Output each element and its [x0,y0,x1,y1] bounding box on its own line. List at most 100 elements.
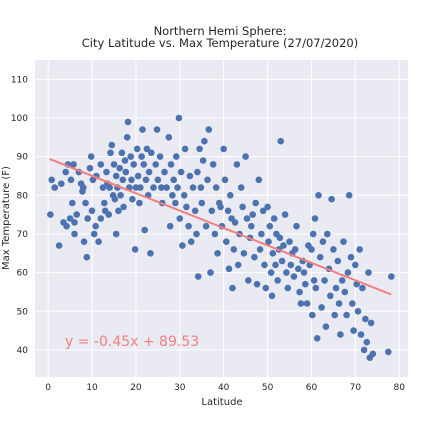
y-tick-label-7: 110 [11,75,28,85]
data-point-91 [167,161,175,168]
data-point-216 [338,277,346,284]
data-point-233 [363,338,371,346]
x-tick-label-1: 10 [86,383,98,393]
data-point-23 [84,215,91,222]
data-point-219 [343,311,350,319]
data-point-174 [280,242,287,249]
data-point-188 [300,269,308,276]
data-point-13 [71,219,78,226]
data-point-200 [315,192,322,199]
data-point-3 [55,242,63,249]
data-point-171 [276,234,284,242]
data-point-204 [321,277,328,284]
data-point-20 [80,238,88,245]
data-point-12 [70,161,77,168]
data-point-131 [223,238,230,245]
data-point-118 [204,176,211,184]
data-point-213 [334,257,342,265]
data-point-74 [142,176,150,184]
y-tick-label-2: 60 [17,269,29,279]
data-point-88 [163,184,170,191]
data-point-137 [230,246,238,253]
data-point-173 [278,257,286,265]
data-point-143 [239,203,246,211]
data-point-123 [211,230,219,238]
data-point-211 [331,311,339,319]
data-point-108 [191,207,199,215]
data-point-136 [229,284,236,292]
data-point-35 [101,199,108,207]
x-tick-label-7: 70 [350,383,362,393]
data-point-239 [388,273,395,280]
data-point-215 [337,331,344,338]
x-tick-label-6: 60 [306,383,318,393]
data-point-195 [309,230,317,238]
data-points [47,114,395,362]
data-point-116 [201,137,208,145]
data-point-149 [248,222,255,230]
data-point-161 [265,238,272,245]
data-point-69 [137,184,144,191]
data-point-206 [324,230,331,238]
data-point-197 [311,215,319,222]
data-point-154 [255,176,263,184]
data-point-95 [173,153,180,160]
data-point-127 [217,203,224,211]
data-point-210 [330,246,337,253]
data-point-228 [356,246,364,253]
data-point-34 [99,184,107,191]
data-point-81 [152,161,159,168]
data-point-119 [205,126,213,133]
data-point-145 [242,153,249,160]
data-point-51 [117,192,124,199]
data-point-159 [262,284,270,292]
data-point-221 [345,192,353,199]
data-point-120 [207,269,214,276]
data-point-199 [313,335,321,342]
data-point-122 [209,161,217,168]
x-tick-label-4: 40 [218,383,230,393]
data-point-196 [310,277,318,284]
data-point-166 [270,215,278,222]
data-point-138 [231,219,239,226]
data-point-32 [97,215,105,222]
data-point-115 [199,157,207,164]
data-point-92 [169,192,176,199]
data-point-109 [193,230,200,238]
data-point-98 [176,215,184,222]
data-point-79 [148,149,155,157]
y-tick-label-3: 70 [17,230,29,240]
data-point-194 [309,311,316,319]
data-point-203 [319,238,327,245]
data-point-24 [86,164,94,172]
data-point-58 [124,118,132,126]
y-tick-label-1: 50 [17,307,29,317]
y-axis-label: Max Temperature (F) [1,166,12,270]
x-tick-label-8: 80 [393,383,405,393]
y-tick-label-5: 90 [17,153,29,163]
data-point-222 [347,253,355,261]
data-point-129 [220,145,227,153]
data-point-1 [48,176,55,184]
data-point-124 [212,184,220,191]
data-point-144 [240,250,248,257]
data-point-155 [256,246,264,253]
x-tick-label-3: 30 [174,383,186,393]
data-point-22 [83,253,91,261]
x-tick-label-5: 50 [262,383,274,393]
data-point-132 [224,207,232,215]
data-point-9 [66,215,74,222]
data-point-142 [237,184,245,191]
data-point-151 [251,253,258,261]
data-point-46 [112,172,120,180]
chart-title-line-2: City Latitude vs. Max Temperature (27/07… [82,36,358,50]
data-point-232 [362,315,369,323]
data-point-0 [47,211,54,218]
data-point-87 [161,168,168,176]
data-point-104 [185,222,192,230]
regression-layer [49,158,392,296]
data-point-107 [189,184,197,191]
data-point-77 [145,168,153,176]
grid-lines [35,60,408,377]
